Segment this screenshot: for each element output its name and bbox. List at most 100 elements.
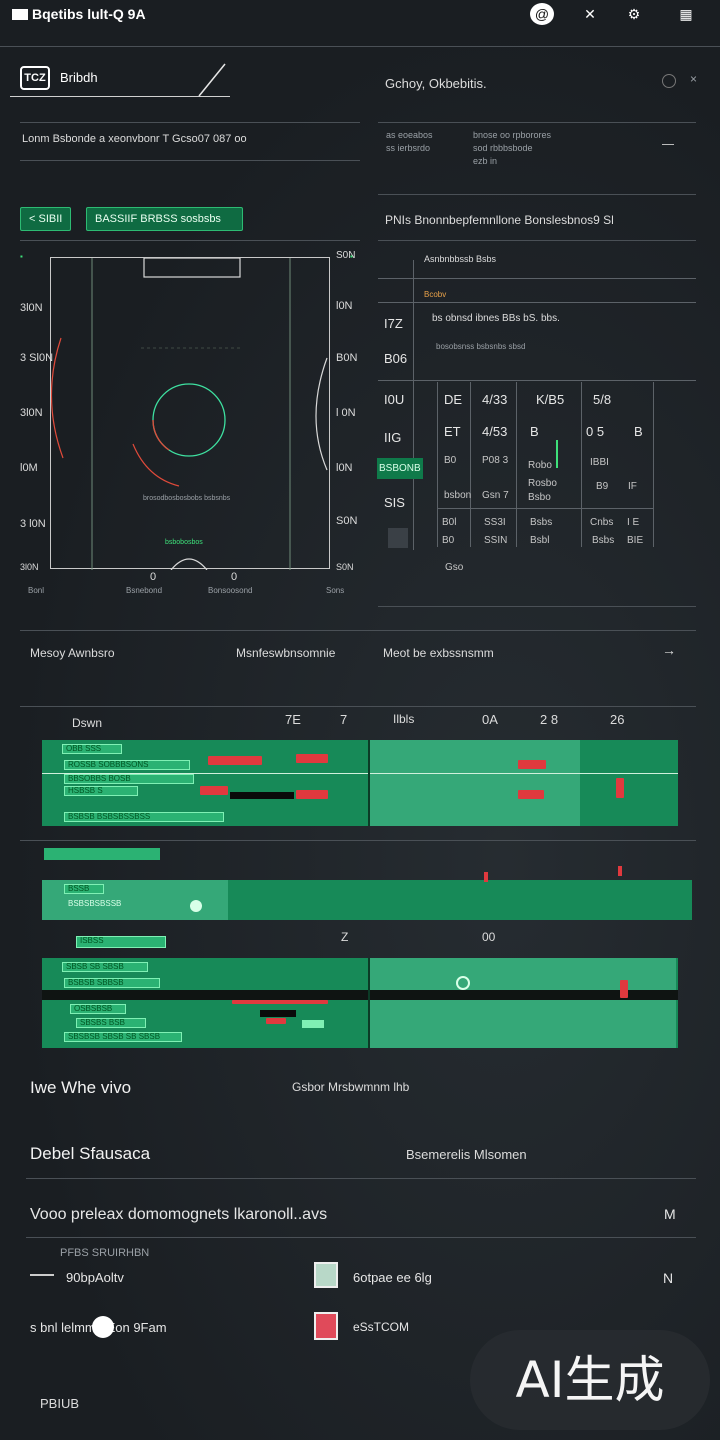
list-row-divider — [26, 1237, 696, 1238]
stats-header-value-2: 4/33 — [482, 392, 508, 407]
pitch-left-label-6: 3l0N — [20, 562, 39, 572]
track3-label-2[interactable]: BSBSB SBBSB — [64, 978, 160, 988]
profile-icon[interactable]: @ — [530, 3, 554, 25]
chart-icon[interactable]: ▦ — [679, 6, 693, 22]
list-item-2-right[interactable]: eSsTCOM — [353, 1320, 410, 1334]
signal-icon[interactable]: ✕ — [584, 6, 596, 22]
track3-label-3[interactable]: OSBSBSB — [70, 1004, 126, 1014]
tab-matches[interactable]: Meot be exbssnsmm — [383, 646, 494, 660]
stats-row3-value-2: Rosbo — [528, 478, 557, 489]
stats-header-value-4: 5/8 — [593, 392, 612, 407]
event-marker-1[interactable] — [208, 756, 262, 765]
stats-row6-value-1: B0 — [442, 535, 455, 546]
list-item-1-left[interactable]: 90bpAoltv — [66, 1270, 124, 1285]
track2-event-2[interactable] — [618, 866, 622, 876]
section2-right[interactable]: Bsemerelis Mlsomen — [406, 1147, 527, 1162]
stats-row6-value-2: SSIN — [484, 535, 508, 546]
info-left-2: ss ierbsrdo — [386, 143, 431, 153]
stats-row6-value-5: BIE — [627, 535, 644, 546]
stats-row-divider-3 — [378, 380, 696, 381]
section2-divider — [26, 1178, 696, 1179]
stats-row-label-6: SIS — [384, 495, 405, 510]
timeline-header-value-2: 7 — [340, 712, 348, 727]
stats-sub-highlight: bosobsnss bsbsnbs sbsd — [436, 342, 526, 351]
event-marker-7[interactable] — [616, 778, 624, 798]
timeline-header-value-6: 26 — [610, 712, 625, 727]
event-marker-5[interactable] — [518, 760, 546, 769]
list-item-1-right[interactable]: 6otpae ee 6lg — [353, 1270, 432, 1285]
filter-button[interactable]: BASSIIF BRBSS sosbsbs — [86, 207, 243, 231]
section-divider — [378, 122, 696, 123]
stats-row3-value-3: B9 — [596, 481, 609, 492]
pitch-left-label-4: l0M — [20, 462, 38, 474]
track1-label-4[interactable]: HSBSB S — [64, 786, 138, 796]
timeline-header-label: Dswn — [72, 716, 103, 730]
list-row-text[interactable]: Vooo preleax domomognets lkaronoll..avs — [30, 1206, 328, 1223]
stats-row-label-3: I0U — [384, 392, 405, 407]
track2-event-1[interactable] — [484, 872, 488, 882]
stats-row2-value-3: Robo — [528, 460, 552, 471]
track3-label-5[interactable]: SBSBSB SBSB SB SBSB — [64, 1032, 182, 1042]
pitch-bottom-label-3: Bonsoosond — [208, 586, 253, 595]
section-title: Gchoy, Okbebitis. — [385, 76, 487, 91]
close-icon[interactable]: × — [690, 72, 698, 86]
stats-highlight: bs obnsd ibnes BBs bS. bbs. — [432, 313, 560, 324]
info-icon[interactable] — [662, 74, 676, 88]
ball-icon — [92, 1316, 114, 1338]
stats-row2-value-1: B0 — [444, 455, 457, 466]
event-marker-3[interactable] — [200, 786, 228, 795]
pitch-corner-right: ▪ — [350, 252, 353, 261]
mid-value-1: Z — [341, 930, 349, 944]
track2-top-bar — [44, 848, 160, 860]
subtitle-divider-bottom — [20, 160, 360, 161]
event-marker-4[interactable] — [296, 790, 328, 799]
tab-performance[interactable]: Msnfeswbnsomnie — [236, 646, 336, 660]
mid-label[interactable]: ISBSS — [76, 936, 166, 948]
pitch-area[interactable]: brosodbosbosbobs bsbsnbs bsbobosbos — [50, 257, 330, 570]
track3-label-4[interactable]: SBSBS BSB — [76, 1018, 146, 1028]
track1-label-5[interactable]: BSBSB BSBSBSSBSS — [64, 812, 224, 822]
track1-label-1[interactable]: OBB SSS — [62, 744, 122, 754]
timeline-track-1-line — [42, 773, 678, 774]
event-marker-9[interactable] — [266, 1018, 286, 1024]
event-marker-8[interactable] — [232, 1000, 328, 1004]
tabs-arrow-icon[interactable]: → — [662, 642, 676, 658]
event-marker-10[interactable] — [620, 980, 628, 998]
pitch-right-label-5: l0N — [336, 462, 353, 474]
tab-overview[interactable]: Mesoy Awnbsro — [30, 646, 115, 660]
stats-row-thumbnail — [388, 528, 408, 548]
stats-row-divider-4 — [437, 508, 653, 509]
track3-dot-icon[interactable] — [456, 976, 470, 990]
pitch-bottom-label-2: Bsnebond — [126, 586, 163, 595]
event-marker-6[interactable] — [518, 790, 544, 799]
timeline-track-1-highlight — [370, 740, 580, 826]
section1-title: Iwe Whe vivo — [30, 1078, 132, 1097]
timeline-track-3-band — [42, 990, 678, 1000]
back-button[interactable]: < SIBII — [20, 207, 72, 231]
pitch-right-label-4: l 0N — [336, 407, 356, 419]
dash-icon — [662, 144, 674, 145]
stats-divider-bottom — [378, 240, 696, 241]
track3-label-1[interactable]: SBSB SB SBSB — [62, 962, 148, 972]
list-item-1-end[interactable]: N — [663, 1270, 674, 1286]
track1-label-2[interactable]: ROSSB SOBBBSONS — [64, 760, 190, 770]
calendar-icon[interactable] — [314, 1262, 338, 1288]
footer-label[interactable]: PBIUB — [40, 1396, 80, 1411]
stats-row-label-5[interactable]: BSBONB — [377, 458, 423, 479]
track1-label-3[interactable]: BBSOBBS BOSB — [64, 774, 194, 784]
goal-marker-left: 0 — [150, 571, 157, 583]
stats-row-label-1: I7Z — [384, 316, 403, 331]
stats-row1-value-4: 0 5 — [586, 424, 605, 439]
track2-dot-icon[interactable] — [190, 900, 202, 912]
info-left-1: as eoeabos — [386, 130, 433, 140]
alert-icon[interactable] — [314, 1312, 338, 1340]
event-marker-2[interactable] — [296, 754, 328, 763]
track2-label-1[interactable]: BSSB — [64, 884, 104, 894]
stats-sub-line: Bcobv — [424, 290, 447, 299]
section1-right[interactable]: Gsbor Mrsbwmnm lhb — [292, 1080, 410, 1094]
stats-divider-end — [378, 606, 696, 607]
info-right-1: bnose oo rpborores — [473, 130, 552, 140]
list-row-right[interactable]: M — [664, 1206, 676, 1222]
pitch-right-label-1: S0N — [336, 250, 356, 261]
settings-icon[interactable]: ⚙ — [627, 6, 641, 22]
